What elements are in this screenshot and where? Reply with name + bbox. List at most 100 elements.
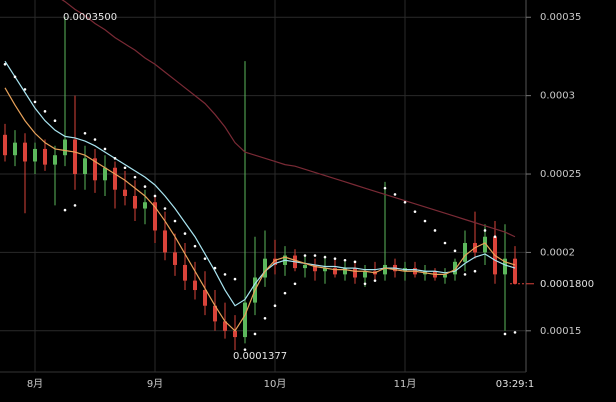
sar-dot [453, 249, 457, 253]
sar-dot [203, 257, 207, 260]
sar-dot [313, 254, 317, 257]
sar-dot [13, 75, 17, 79]
candle-body [3, 134, 7, 156]
sar-dot [503, 332, 507, 336]
sar-dot [393, 193, 397, 196]
sar-dot [223, 273, 227, 276]
sar-dot [423, 219, 427, 223]
axes: 0.00015 0.0002 0.00025 0.0003 0.00035 8月 9月 10月… [27, 12, 594, 390]
sar-dot [243, 348, 247, 351]
moving-average [4, 87, 516, 332]
sar-dot [343, 258, 347, 262]
sar-dot [483, 229, 487, 232]
candle-body [483, 236, 487, 253]
sar-dot [293, 282, 297, 286]
sar-dot [33, 100, 37, 104]
sar-dot [183, 232, 187, 235]
candle-body [503, 258, 507, 275]
candle-body [113, 167, 117, 190]
sar-dot [353, 260, 357, 264]
sar-dot [263, 316, 267, 320]
candle-body [53, 155, 57, 165]
sar-dot [93, 138, 97, 141]
candle-body [33, 148, 37, 162]
y-tick-label: 0.00025 [540, 169, 581, 180]
candle-body [183, 264, 187, 281]
candle-body [63, 139, 67, 156]
sar-dot [193, 244, 197, 248]
extreme-label: 0.0003500 [63, 12, 117, 23]
sar-dot [323, 255, 327, 259]
candle-body [83, 158, 87, 175]
candle-body [313, 264, 317, 272]
sar-dot [433, 229, 437, 232]
plot-area [3, 0, 517, 351]
x-tick-label: 8月 [27, 378, 43, 390]
candle-body [263, 258, 267, 278]
y-tick-label: 0.0003 [540, 91, 575, 102]
sar-dot [363, 282, 367, 286]
candle-body [513, 258, 517, 284]
candle-body [133, 195, 137, 209]
sar-dot [173, 219, 177, 223]
candle-body [243, 302, 247, 338]
candle-body [203, 290, 207, 306]
y-tick-label: 0.00035 [540, 12, 581, 23]
candle-body [23, 142, 27, 162]
sar-dot [43, 110, 47, 113]
candle-body [323, 268, 327, 272]
candle-body [353, 268, 357, 278]
candle-body [13, 142, 17, 156]
last-price-label: 0.0001800 [540, 279, 594, 290]
sar-dot [3, 62, 7, 66]
extreme-label: 0.0001377 [233, 351, 287, 362]
sar-dot [153, 194, 157, 198]
sar-dot [383, 186, 387, 190]
sar-dot [273, 304, 277, 308]
sar-dot [103, 147, 107, 151]
sar-dot [23, 88, 27, 91]
candle-body [223, 321, 227, 331]
candle-body [443, 274, 447, 278]
x-tick-label: 11月 [394, 378, 417, 390]
sar-dot [53, 119, 57, 123]
candle-body [73, 139, 77, 175]
x-tick-label: 9月 [147, 378, 163, 390]
sar-dot [253, 332, 257, 336]
sar-dot [493, 235, 497, 239]
y-tick-label: 0.00015 [540, 326, 581, 337]
candle-body [383, 264, 387, 275]
sar-dot [443, 241, 447, 245]
candle-body [103, 167, 107, 181]
sar-dot [303, 254, 307, 257]
sar-dot [113, 157, 117, 160]
sar-dot [143, 185, 147, 188]
x-tick-label: 10月 [264, 378, 287, 390]
candle-body [153, 202, 157, 231]
sar-dot [333, 257, 337, 260]
candle-body [303, 264, 307, 269]
sar-dot [63, 208, 67, 212]
sar-dot [463, 273, 467, 276]
sar-dot [73, 204, 77, 207]
sar-dot [283, 291, 287, 295]
moving-average [4, 60, 516, 307]
sar-dot [163, 207, 167, 210]
candle-body [123, 189, 127, 196]
sar-dot [133, 175, 137, 179]
countdown: 03:29:1 [496, 379, 535, 390]
candle-body [463, 243, 467, 262]
moving-average [61, 0, 516, 238]
candle-body [343, 268, 347, 275]
sar-dot [373, 279, 377, 282]
candle-body [233, 330, 237, 338]
candle-body [333, 268, 337, 275]
candle-body [193, 280, 197, 291]
y-tick-label: 0.0002 [540, 247, 575, 258]
candle-body [93, 158, 97, 181]
candle-body [173, 252, 177, 265]
sar-dot [403, 200, 407, 204]
